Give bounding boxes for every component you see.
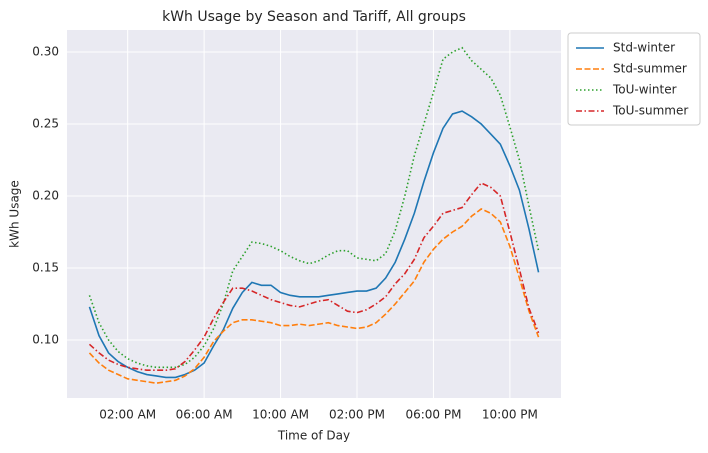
x-tick-label: 10:00 PM	[482, 408, 538, 422]
y-tick-label: 0.25	[32, 117, 59, 131]
legend-label: ToU-winter	[612, 83, 677, 97]
x-tick-label: 10:00 AM	[252, 408, 309, 422]
plot-area	[67, 30, 561, 398]
legend-label: Std-winter	[613, 41, 675, 55]
x-tick-label: 02:00 PM	[329, 408, 385, 422]
line-series	[88, 182, 540, 372]
line-series	[88, 208, 540, 384]
y-tick-label: 0.20	[32, 189, 59, 203]
x-tick-label: 06:00 AM	[176, 408, 233, 422]
y-tick-label: 0.30	[32, 45, 59, 59]
line-series	[88, 110, 540, 379]
x-tick-label: 02:00 AM	[99, 408, 156, 422]
y-tick-label: 0.10	[32, 332, 59, 346]
y-tick-label: 0.15	[32, 260, 59, 274]
x-tick-label: 06:00 PM	[405, 408, 461, 422]
y-axis-label: kWh Usage	[8, 180, 22, 248]
x-axis-label: Time of Day	[277, 429, 350, 443]
legend-box	[567, 32, 701, 126]
legend-label: Std-summer	[613, 62, 687, 76]
chart-title: kWh Usage by Season and Tariff, All grou…	[162, 9, 466, 25]
legend-label: ToU-summer	[612, 104, 688, 118]
